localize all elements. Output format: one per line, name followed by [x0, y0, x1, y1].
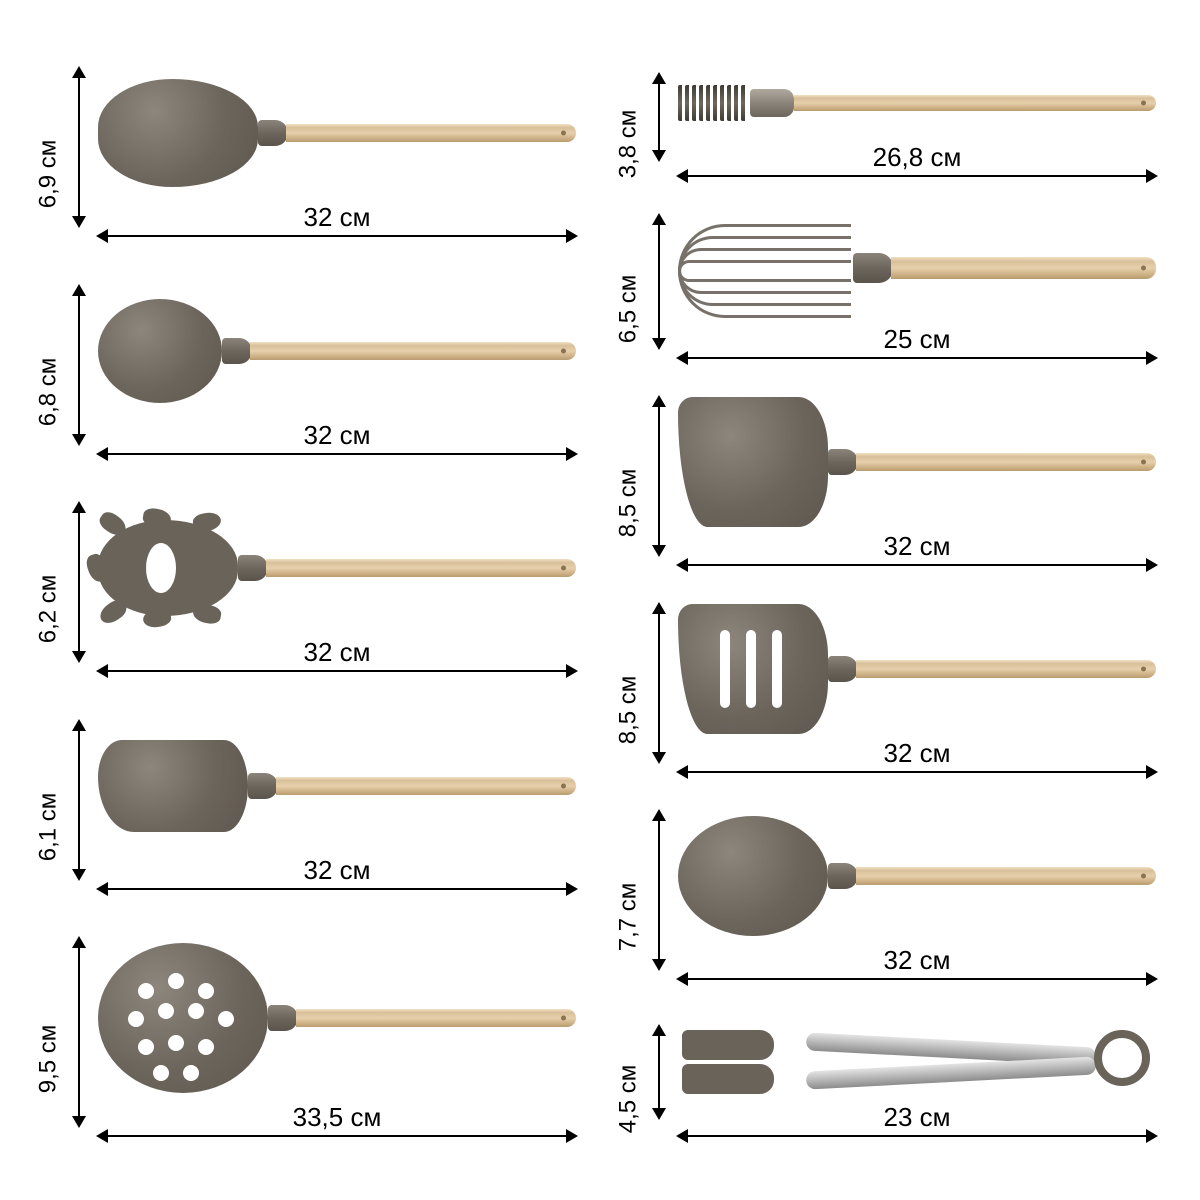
length-arrow — [678, 771, 1156, 773]
width-arrow — [658, 1026, 660, 1118]
item-spatula: 6,1 см 32 см — [40, 713, 580, 913]
width-arrow — [78, 938, 80, 1126]
width-label: 3,8 см — [614, 110, 642, 179]
length-label: 32 см — [98, 202, 576, 233]
width-label: 4,5 см — [614, 1065, 642, 1134]
tongs-lock-ring — [1094, 1030, 1150, 1086]
item-solid-spoon: 6,9 см 32 см — [40, 60, 580, 260]
length-arrow — [678, 564, 1156, 566]
width-arrow — [658, 215, 660, 348]
width-label: 9,5 см — [34, 1025, 62, 1094]
item-solid-turner: 8,5 см 32 см — [620, 389, 1160, 589]
width-arrow — [658, 604, 660, 762]
width-label: 6,9 см — [34, 140, 62, 209]
item-whisk: 6,5 см 25 см — [620, 207, 1160, 382]
length-arrow — [98, 888, 576, 890]
length-label: 26,8 см — [678, 142, 1156, 173]
length-arrow — [98, 1135, 576, 1137]
length-arrow — [678, 357, 1156, 359]
utensil-dimension-chart: 6,9 см 32 см 6,8 см 32 см 6,2 см — [0, 0, 1200, 1200]
figure-brush — [678, 66, 1156, 140]
figure-turner — [678, 395, 1156, 529]
width-label: 6,8 см — [34, 357, 62, 426]
figure-slotted-turner — [678, 602, 1156, 736]
width-label: 8,5 см — [614, 469, 642, 538]
length-arrow — [98, 453, 576, 455]
figure-skimmer — [98, 936, 576, 1100]
width-arrow — [78, 721, 80, 879]
figure-soup-spoon — [98, 284, 576, 418]
length-label: 33,5 см — [98, 1102, 576, 1133]
length-label: 32 см — [98, 855, 576, 886]
length-label: 32 см — [98, 637, 576, 668]
length-arrow — [678, 1135, 1156, 1137]
item-tongs: 4,5 см 23 см — [620, 1010, 1160, 1160]
item-soup-spoon: 6,8 см 32 см — [40, 278, 580, 478]
figure-spatula — [98, 719, 576, 853]
width-label: 6,1 см — [34, 792, 62, 861]
item-basting-brush: 3,8 см 26,8 см — [620, 60, 1160, 200]
item-skimmer: 9,5 см 33,5 см — [40, 930, 580, 1160]
length-label: 32 см — [678, 945, 1156, 976]
length-label: 32 см — [98, 420, 576, 451]
figure-solid-spoon — [98, 66, 576, 200]
width-arrow — [658, 397, 660, 555]
length-arrow — [678, 175, 1156, 177]
length-label: 32 см — [678, 531, 1156, 562]
figure-whisk — [678, 213, 1156, 322]
figure-pasta-server — [98, 501, 576, 635]
length-arrow — [98, 235, 576, 237]
width-arrow — [78, 286, 80, 444]
width-label: 7,7 см — [614, 883, 642, 952]
figure-tongs — [678, 1016, 1156, 1100]
item-pasta-server: 6,2 см 32 см — [40, 495, 580, 695]
width-arrow — [658, 74, 660, 160]
width-label: 6,2 см — [34, 575, 62, 644]
item-slotted-turner: 8,5 см 32 см — [620, 596, 1160, 796]
length-arrow — [678, 978, 1156, 980]
width-label: 6,5 см — [614, 274, 642, 343]
length-label: 25 см — [678, 324, 1156, 355]
width-arrow — [658, 811, 660, 969]
width-arrow — [78, 68, 80, 226]
item-ladle: 7,7 см 32 см — [620, 803, 1160, 1003]
length-label: 32 см — [678, 738, 1156, 769]
column-right: 3,8 см 26,8 см 6,5 см 25 см — [620, 60, 1160, 1160]
figure-ladle — [678, 809, 1156, 943]
width-arrow — [78, 503, 80, 661]
column-left: 6,9 см 32 см 6,8 см 32 см 6,2 см — [40, 60, 580, 1160]
width-label: 8,5 см — [614, 676, 642, 745]
length-arrow — [98, 670, 576, 672]
length-label: 23 см — [678, 1102, 1156, 1133]
